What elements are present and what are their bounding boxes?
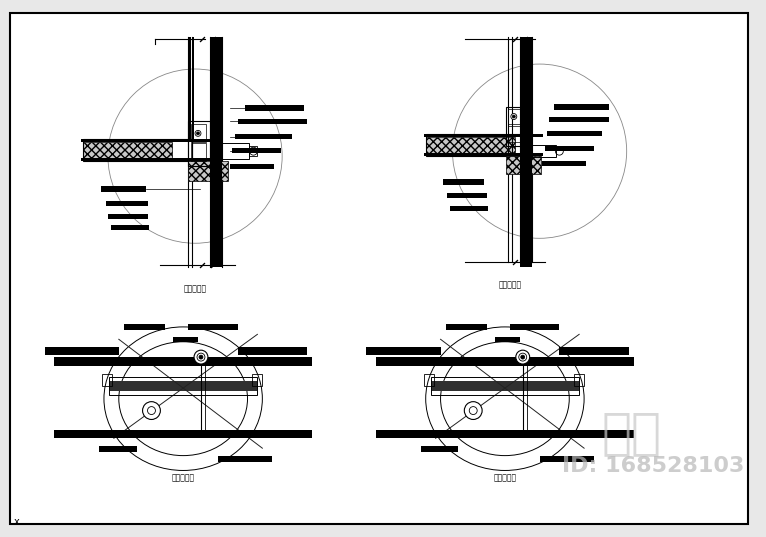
Bar bbox=[424, 134, 542, 137]
Bar bbox=[253, 374, 262, 386]
Circle shape bbox=[194, 350, 208, 364]
Circle shape bbox=[521, 355, 525, 359]
Bar bbox=[191, 143, 206, 161]
Bar bbox=[506, 156, 541, 174]
Bar bbox=[99, 446, 136, 452]
Circle shape bbox=[512, 115, 516, 118]
Bar bbox=[44, 347, 119, 355]
Circle shape bbox=[197, 353, 205, 361]
Bar bbox=[376, 430, 633, 438]
Bar bbox=[188, 161, 228, 181]
Bar bbox=[81, 139, 210, 142]
Bar bbox=[230, 164, 274, 169]
Bar bbox=[222, 143, 250, 159]
Bar bbox=[421, 446, 458, 452]
Circle shape bbox=[519, 353, 527, 361]
Circle shape bbox=[470, 407, 477, 415]
Bar bbox=[376, 357, 633, 366]
Bar bbox=[54, 430, 312, 438]
Bar bbox=[542, 161, 586, 166]
Bar bbox=[234, 134, 292, 139]
Bar bbox=[109, 381, 257, 391]
Circle shape bbox=[511, 113, 517, 120]
Circle shape bbox=[516, 350, 529, 364]
Bar bbox=[447, 193, 487, 198]
Bar bbox=[237, 119, 307, 125]
Bar bbox=[426, 134, 529, 156]
Bar bbox=[532, 145, 556, 157]
Bar bbox=[443, 179, 484, 185]
Bar bbox=[83, 142, 172, 158]
Bar bbox=[545, 146, 594, 151]
Bar bbox=[173, 337, 198, 342]
Bar bbox=[508, 126, 520, 142]
Text: 节点详图二: 节点详图二 bbox=[499, 280, 522, 289]
Ellipse shape bbox=[440, 342, 569, 455]
Bar bbox=[508, 108, 520, 125]
Bar bbox=[124, 324, 165, 330]
Bar bbox=[102, 374, 112, 386]
Bar bbox=[520, 38, 532, 267]
Bar bbox=[83, 139, 192, 161]
Bar bbox=[108, 214, 148, 219]
Bar bbox=[424, 374, 434, 386]
Bar bbox=[237, 347, 307, 355]
Ellipse shape bbox=[119, 342, 247, 455]
Bar bbox=[231, 148, 281, 153]
Bar bbox=[510, 324, 559, 330]
Text: 节点详图一: 节点详图一 bbox=[184, 285, 207, 294]
Circle shape bbox=[199, 355, 203, 359]
Bar bbox=[549, 117, 609, 122]
Bar bbox=[210, 38, 222, 267]
Bar bbox=[218, 456, 272, 462]
Bar bbox=[191, 125, 206, 142]
Bar bbox=[188, 38, 191, 141]
Bar bbox=[244, 105, 304, 111]
Bar bbox=[109, 377, 257, 395]
Circle shape bbox=[197, 132, 199, 135]
Circle shape bbox=[142, 402, 160, 419]
Bar bbox=[548, 132, 602, 136]
Ellipse shape bbox=[426, 327, 584, 470]
Bar bbox=[430, 377, 579, 395]
Bar bbox=[111, 226, 149, 230]
Bar bbox=[539, 456, 594, 462]
Bar bbox=[101, 186, 146, 192]
Bar bbox=[188, 324, 237, 330]
Bar bbox=[192, 38, 194, 141]
Bar bbox=[446, 324, 487, 330]
Bar bbox=[559, 347, 629, 355]
Text: 知本: 知本 bbox=[601, 409, 662, 458]
Ellipse shape bbox=[104, 327, 262, 470]
Circle shape bbox=[148, 407, 155, 415]
Bar bbox=[81, 158, 210, 161]
Text: 节点详图四: 节点详图四 bbox=[493, 473, 516, 482]
Bar bbox=[574, 374, 584, 386]
Bar bbox=[555, 104, 609, 110]
Bar bbox=[54, 357, 312, 366]
Bar bbox=[424, 153, 542, 156]
Bar bbox=[430, 381, 579, 391]
Circle shape bbox=[195, 130, 201, 136]
Bar bbox=[366, 347, 440, 355]
Text: ID: 168528103: ID: 168528103 bbox=[562, 456, 745, 476]
Bar bbox=[506, 107, 524, 146]
Text: x: x bbox=[14, 518, 20, 527]
Bar bbox=[450, 206, 488, 211]
Text: 节点详图三: 节点详图三 bbox=[172, 473, 195, 482]
Bar bbox=[106, 201, 148, 206]
Circle shape bbox=[464, 402, 482, 419]
Bar bbox=[426, 137, 515, 153]
Bar bbox=[495, 337, 520, 342]
Bar bbox=[188, 121, 210, 166]
Bar bbox=[250, 146, 257, 156]
